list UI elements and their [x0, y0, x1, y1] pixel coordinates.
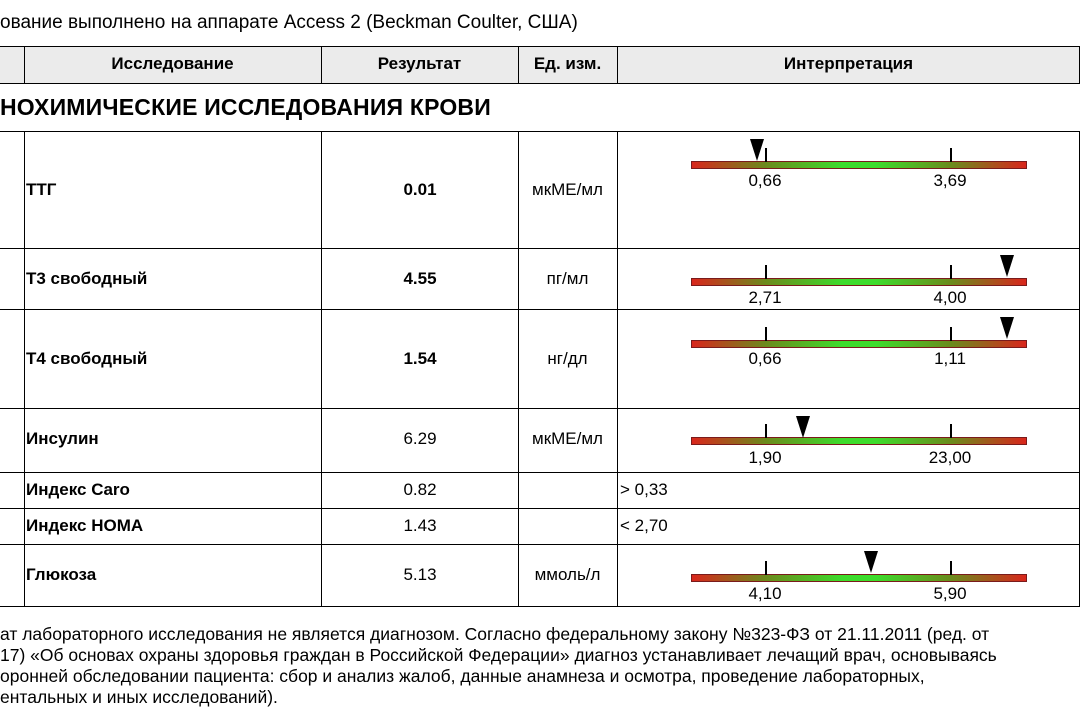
disclaimer: ат лабораторного исследования не являетс… — [0, 624, 1080, 708]
result-marker — [999, 317, 1014, 339]
test-name-t4-free: Т4 свободный — [26, 349, 148, 368]
low-limit-label: 0,66 — [748, 171, 782, 190]
result-marker — [796, 416, 810, 438]
column-header-result: Результат — [377, 54, 462, 73]
low-limit-label: 4,10 — [748, 584, 782, 603]
test-name-insulin: Инсулин — [26, 429, 99, 448]
low-tick — [765, 424, 767, 438]
column-header-interpretation: Интерпретация — [783, 54, 914, 73]
high-limit-label: 5,90 — [933, 584, 967, 603]
high-tick — [950, 561, 952, 575]
test-name-glucose: Глюкоза — [26, 565, 97, 584]
high-limit-label: 1,11 — [934, 349, 966, 368]
column-header-unit: Ед. изм. — [533, 54, 602, 73]
result-marker — [999, 255, 1014, 277]
disclaimer-line: оронней обследовании пациента: сбор и ан… — [0, 666, 925, 686]
unit-glucose: ммоль/л — [534, 565, 601, 584]
unit-t4-free: нг/дл — [547, 349, 588, 368]
high-limit-label: 23,00 — [928, 448, 972, 467]
table-header — [0, 46, 1080, 83]
result-caro-index: 0.82 — [403, 480, 437, 499]
low-limit-label: 2,71 — [748, 288, 782, 307]
result-t3-free: 4.55 — [403, 269, 437, 288]
high-limit-label: 4,00 — [933, 288, 967, 307]
result-marker — [749, 139, 764, 161]
result-tsh: 0.01 — [403, 180, 437, 199]
test-name-t3-free: Т3 свободный — [26, 269, 148, 288]
reference-scale-t3-free: 2,71 4,00 — [617, 248, 1080, 309]
unit-tsh: мкМЕ/мл — [532, 180, 603, 199]
reference-caro-index: > 0,33 — [620, 480, 668, 499]
high-tick — [950, 327, 952, 341]
result-insulin: 6.29 — [403, 429, 437, 448]
reference-scale-glucose: 4,10 5,90 — [617, 544, 1080, 606]
test-name-caro-index: Индекс Caro — [26, 480, 130, 499]
low-tick — [765, 327, 767, 341]
low-limit-label: 0,66 — [748, 349, 782, 368]
result-glucose: 5.13 — [403, 565, 437, 584]
disclaimer-line: ентальных и иных исследований). — [0, 687, 278, 707]
result-homa-index: 1.43 — [403, 516, 437, 535]
reference-scale-t4-free: 0,66 1,11 — [617, 309, 1080, 408]
high-tick — [950, 265, 952, 279]
reference-scale-tsh: 0,66 3,69 — [617, 131, 1080, 248]
reference-bar — [691, 161, 1027, 169]
test-name-tsh: ТТГ — [26, 180, 57, 199]
section-title: НОХИМИЧЕСКИЕ ИССЛЕДОВАНИЯ КРОВИ — [0, 94, 491, 120]
disclaimer-line: ат лабораторного исследования не являетс… — [0, 624, 990, 644]
reference-bar — [691, 437, 1027, 445]
low-tick — [765, 148, 767, 162]
disclaimer-line: 17) «Об основах охраны здоровья граждан … — [0, 645, 997, 665]
low-tick — [765, 561, 767, 575]
reference-scale-insulin: 1,90 23,00 — [617, 408, 1080, 472]
test-name-homa-index: Индекс HOMA — [26, 516, 144, 535]
reference-bar — [691, 574, 1027, 582]
reference-homa-index: < 2,70 — [620, 516, 668, 535]
unit-insulin: мкМЕ/мл — [532, 429, 603, 448]
column-header-test: Исследование — [111, 54, 234, 73]
high-tick — [950, 148, 952, 162]
result-t4-free: 1.54 — [403, 349, 437, 368]
low-limit-label: 1,90 — [748, 448, 782, 467]
reference-bar — [691, 278, 1027, 286]
low-tick — [765, 265, 767, 279]
high-limit-label: 3,69 — [933, 171, 967, 190]
high-tick — [950, 424, 952, 438]
unit-t3-free: пг/мл — [546, 269, 589, 288]
result-marker — [864, 551, 879, 573]
analyzer-note: ование выполнено на аппарате Access 2 (B… — [0, 12, 578, 33]
reference-bar — [691, 340, 1027, 348]
